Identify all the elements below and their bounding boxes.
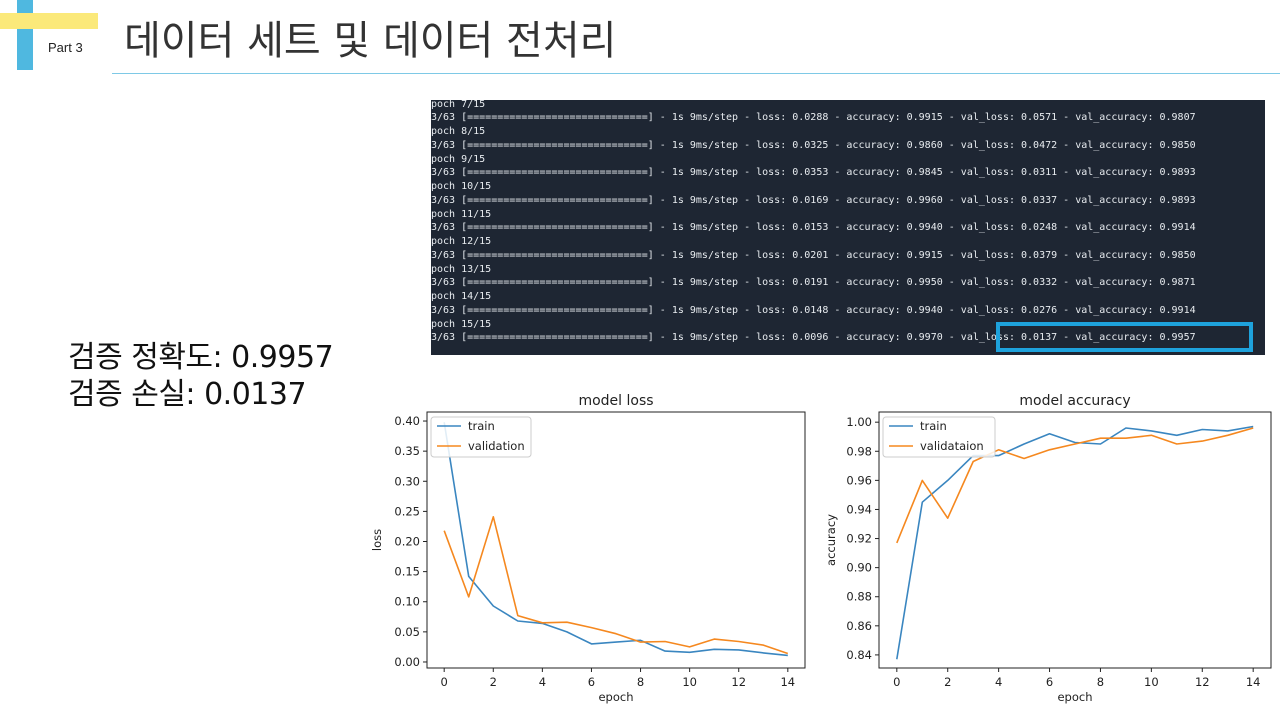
y-tick-label: 0.94 (846, 502, 872, 516)
legend-label: validataion (920, 439, 984, 453)
x-tick-label: 4 (539, 675, 546, 689)
progress-line: 3/63 [==============================] - … (431, 277, 1196, 289)
x-axis-label: epoch (598, 690, 633, 704)
legend-label: validation (468, 439, 525, 453)
y-tick-label: 0.98 (846, 444, 872, 458)
final-validation-highlight-box (996, 322, 1253, 352)
chart-title: model accuracy (1019, 393, 1130, 409)
x-tick-label: 0 (441, 675, 448, 689)
x-tick-label: 2 (490, 675, 497, 689)
val-accuracy-note: 검증 정확도: 0.9957 (68, 340, 334, 375)
epoch-line: poch 7/15 (431, 100, 486, 110)
x-tick-label: 6 (1046, 675, 1053, 689)
y-tick-label: 0.86 (846, 619, 872, 633)
val-loss-note: 검증 손실: 0.0137 (68, 377, 307, 412)
progress-line: 3/63 [==============================] - … (431, 139, 1196, 151)
plot-frame (426, 411, 806, 669)
epoch-line: poch 14/15 (431, 291, 492, 302)
x-tick-label: 12 (1195, 675, 1210, 689)
y-tick-label: 0.92 (846, 532, 872, 546)
y-tick-label: 0.00 (394, 655, 420, 669)
x-tick-label: 4 (995, 675, 1002, 689)
accuracy-chart: model accuracy 0.84 0.86 0.88 0.90 0.92 0.94 0.… (822, 392, 1278, 712)
y-tick-label: 0.40 (394, 414, 420, 428)
progress-line: 3/63 [==============================] - … (431, 194, 1196, 206)
y-axis-label: accuracy (824, 514, 838, 566)
epoch-line: poch 8/15 (431, 126, 486, 137)
accent-bar-vertical (17, 0, 33, 70)
x-axis-label: epoch (1057, 690, 1092, 704)
legend-label: train (468, 419, 495, 433)
legend-box (882, 416, 996, 458)
series-line-validation (443, 516, 789, 655)
series-line-train (896, 425, 1254, 660)
epoch-line: poch 12/15 (431, 236, 492, 247)
x-tick-label: 10 (682, 675, 697, 689)
y-tick-label: 0.20 (394, 535, 420, 549)
progress-line: 3/63 [==============================] - … (431, 304, 1196, 316)
x-tick-label: 0 (893, 675, 900, 689)
x-tick-label: 8 (1097, 675, 1104, 689)
training-log-terminal: poch 7/15 3/63 [=========================… (431, 100, 1265, 355)
x-tick-label: 14 (1246, 675, 1261, 689)
y-tick-label: 0.05 (394, 625, 420, 639)
y-tick-label: 0.96 (846, 473, 872, 487)
y-axis-label: loss (370, 529, 384, 551)
x-tick-label: 10 (1144, 675, 1159, 689)
progress-line: 3/63 [==============================] - … (431, 167, 1196, 179)
legend-box (430, 416, 532, 458)
x-tick-label: 2 (944, 675, 951, 689)
y-tick-label: 0.10 (394, 595, 420, 609)
series-line-train (443, 422, 788, 657)
series-line-validataion (896, 427, 1254, 544)
epoch-line: poch 10/15 (431, 181, 492, 192)
accent-bar-horizontal (0, 13, 98, 29)
y-tick-label: 0.84 (846, 648, 872, 662)
epoch-line: poch 9/15 (431, 153, 486, 165)
page-title: 데이터 세트 및 데이터 전처리 (124, 18, 617, 64)
y-tick-label: 0.25 (394, 504, 420, 518)
progress-line: 3/63 [==============================] - … (431, 249, 1196, 261)
x-tick-label: 12 (731, 675, 746, 689)
progress-line: 3/63 [==============================] - … (431, 222, 1196, 234)
epoch-line: poch 11/15 (431, 208, 492, 220)
progress-line: 3/63 [==============================] - … (431, 332, 1196, 344)
y-tick-label: 0.35 (394, 444, 420, 458)
y-tick-label: 0.15 (394, 565, 420, 579)
y-tick-label: 0.88 (846, 590, 872, 604)
y-tick-label: 0.90 (846, 561, 872, 575)
part-label: Part 3 (48, 40, 83, 55)
progress-line: 3/63 [==============================] - … (431, 112, 1196, 124)
x-tick-label: 14 (780, 675, 795, 689)
y-tick-label: 0.30 (394, 474, 420, 488)
x-tick-label: 8 (637, 675, 644, 689)
loss-chart: model loss 0.00 0.05 0.10 0.15 0.20 0.25 0.30 0.… (368, 392, 812, 712)
x-tick-label: 6 (588, 675, 595, 689)
chart-title: model loss (578, 393, 653, 409)
plot-frame (878, 411, 1272, 669)
title-divider (112, 73, 1280, 74)
y-tick-label: 1.00 (846, 415, 872, 429)
legend-label: train (920, 419, 947, 433)
epoch-line: poch 13/15 (431, 263, 492, 275)
epoch-line: poch 15/15 (431, 318, 492, 330)
